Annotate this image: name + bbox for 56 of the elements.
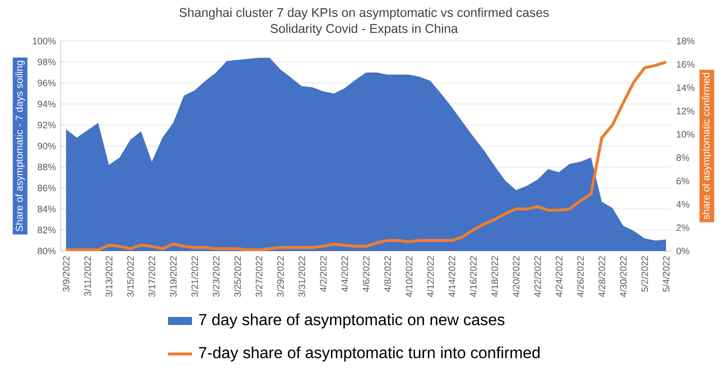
x-tick-label: 3/25/2022 (234, 256, 241, 297)
y-tick-label: 94% (38, 100, 56, 108)
x-tick-label: 4/4/2022 (341, 256, 348, 292)
x-tick-label: 4/6/2022 (362, 256, 370, 292)
x-tick-label: 3/17/2022 (148, 256, 156, 297)
chart-title: Shanghai cluster 7 day KPIs on asymptomatic vs confirmed cases (179, 8, 549, 20)
x-tick-label: 3/29/2022 (276, 256, 284, 297)
x-tick-label: 5/2/2022 (641, 256, 648, 292)
y-tick-label: 96% (38, 80, 56, 86)
y2-axis-title: share of asymptomatic confirmed (702, 73, 712, 220)
x-tick-label: 4/12/2022 (426, 256, 434, 298)
x-tick-label: 3/31/2022 (298, 256, 306, 297)
y2-tick-label: 2% (676, 224, 690, 231)
legend-label: 7 day share of asymptomatic on new cases (199, 314, 504, 328)
y2-tick-label: 18% (676, 38, 694, 44)
x-tick-label: 4/22/2022 (534, 256, 541, 298)
x-tick-label: 4/28/2022 (598, 256, 606, 298)
y2-tick-label: 12% (676, 108, 694, 114)
y-tick-label: 92% (38, 122, 56, 128)
y-tick-label: 98% (38, 58, 56, 66)
x-tick-label: 3/21/2022 (191, 256, 198, 297)
y-tick-label: 82% (38, 226, 56, 234)
x-tick-label: 4/24/2022 (555, 256, 562, 298)
x-tick-label: 4/8/2022 (384, 256, 391, 292)
x-tick-label: 4/18/2022 (491, 256, 498, 298)
y-tick-label: 84% (38, 206, 56, 212)
x-tick-label: 4/10/2022 (405, 256, 412, 298)
y-tick-label: 100% (32, 38, 56, 44)
y-tick-label: 90% (38, 142, 56, 150)
x-tick-label: 5/4/2022 (662, 256, 670, 292)
legend-label: 7-day share of asymptomatic turn into confirmed (199, 346, 540, 362)
x-tick-label: 3/23/2022 (212, 256, 220, 297)
y2-tick-label: 6% (676, 178, 690, 184)
x-tick-label: 3/15/2022 (126, 256, 134, 297)
y-tick-label: 86% (38, 184, 56, 192)
x-tick-label: 3/27/2022 (255, 256, 262, 297)
x-tick-label: 3/11/2022 (84, 256, 91, 296)
x-tick-label: 4/14/2022 (448, 256, 456, 298)
y-tick-label: 80% (38, 248, 56, 254)
y-axis-title: Share of asymptomatic - 7 days soiling (15, 60, 25, 232)
x-tick-label: 4/26/2022 (576, 256, 584, 298)
y2-tick-label: 8% (676, 154, 690, 161)
x-tick-label: 4/20/2022 (512, 256, 520, 298)
y2-tick-label: 10% (676, 131, 694, 138)
x-tick-label: 3/9/2022 (62, 256, 70, 292)
x-tick-label: 3/19/2022 (170, 256, 177, 297)
y2-tick-label: 16% (676, 61, 694, 68)
x-tick-label: 4/16/2022 (470, 256, 477, 298)
y2-tick-label: 14% (676, 84, 694, 91)
x-tick-label: 3/13/2022 (105, 256, 112, 297)
x-tick-label: 4/2/2022 (320, 256, 327, 292)
y2-tick-label: 4% (676, 201, 690, 208)
y2-tick-label: 0% (676, 248, 690, 254)
chart-subtitle: Solidarity Covid - Expats in China (270, 24, 458, 36)
y-tick-label: 88% (38, 164, 56, 170)
x-tick-label: 4/30/2022 (620, 256, 627, 298)
